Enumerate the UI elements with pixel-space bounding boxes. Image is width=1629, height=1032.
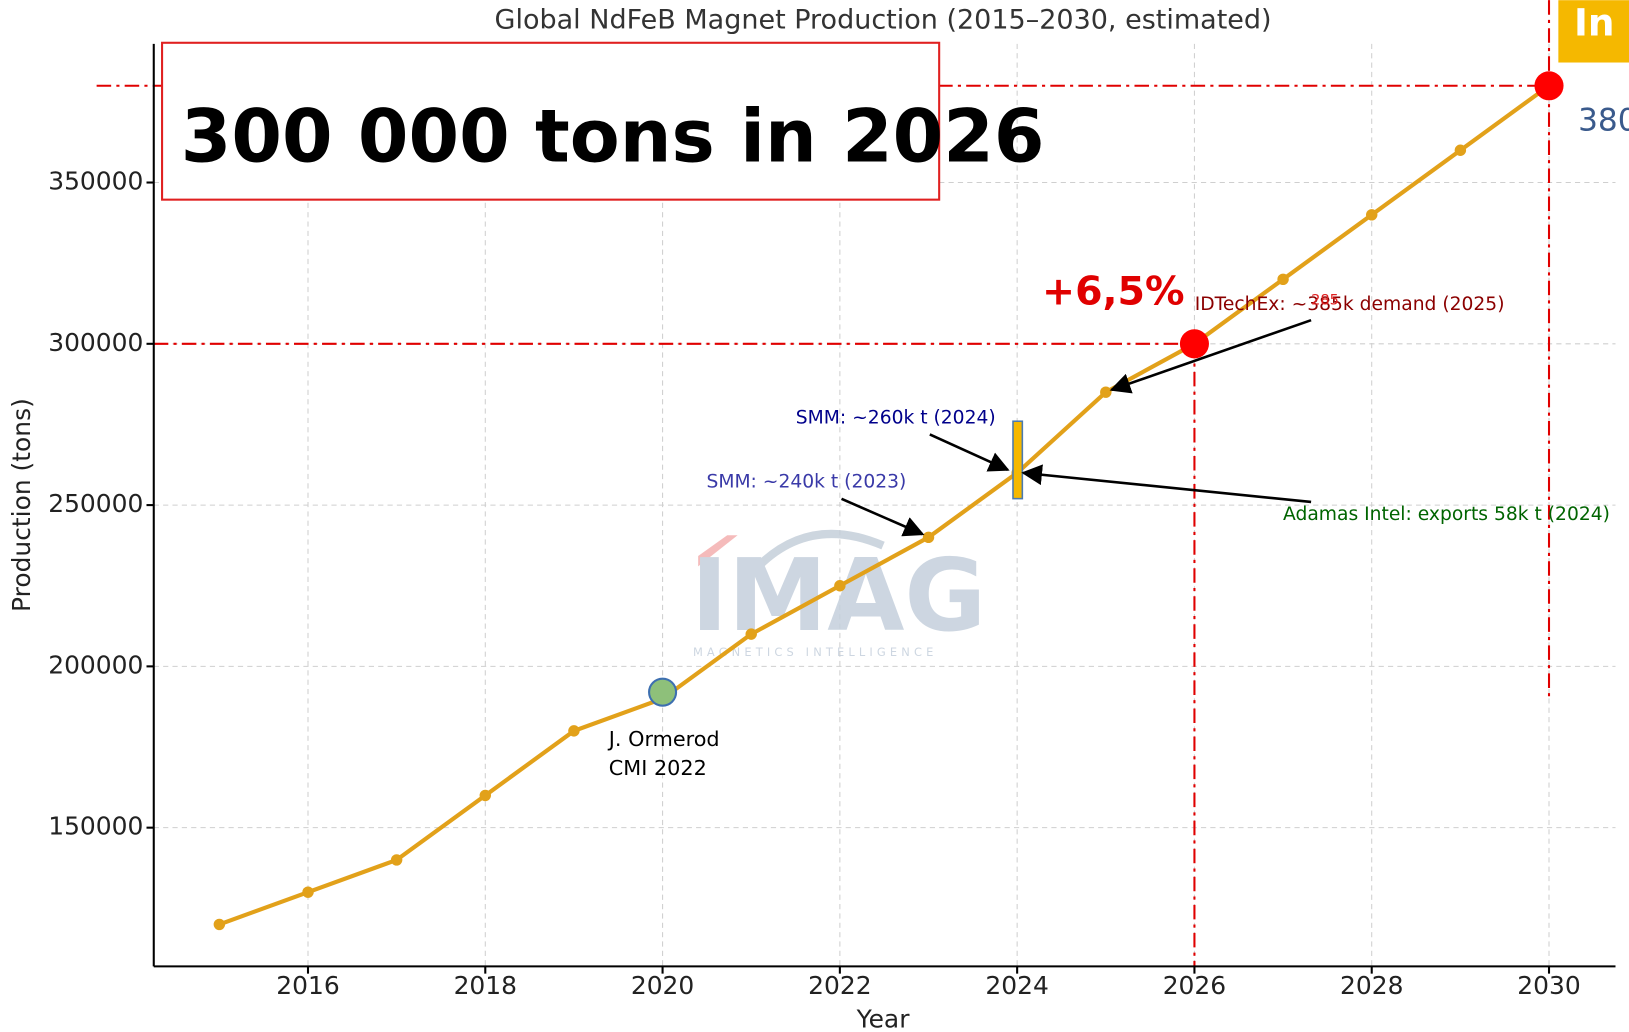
- y-tick-label: 150000: [48, 812, 143, 841]
- data-point: [1277, 273, 1289, 286]
- y-tick-label: 300000: [48, 328, 143, 357]
- x-tick-label: 2026: [1163, 971, 1226, 1000]
- data-point: [745, 628, 757, 640]
- data-line: [218, 84, 1551, 927]
- arrow: [1109, 318, 1312, 394]
- chart-title: Global NdFeB Magnet Production (2015–203…: [495, 4, 1272, 35]
- arrow: [1021, 464, 1312, 504]
- corner-label: In: [1574, 1, 1615, 45]
- x-tick-label: 2030: [1517, 971, 1580, 1000]
- data-point: [834, 580, 846, 592]
- annotation: Adamas Intel: exports 58k t (2024): [1283, 504, 1610, 525]
- annotation: SMM: ~240k t (2023): [706, 472, 906, 493]
- y-tick-label: 250000: [48, 489, 143, 518]
- y-tick-label: 350000: [48, 167, 143, 196]
- data-point: [479, 789, 491, 802]
- y-tick-label: 200000: [48, 650, 143, 679]
- data-point: [1454, 144, 1467, 156]
- data-point: [390, 854, 403, 866]
- data-point: [922, 531, 935, 544]
- range-marker: [1012, 420, 1024, 500]
- y-axis-label: Production (tons): [7, 398, 36, 612]
- annotation: J. Ormerod: [607, 727, 720, 751]
- corner-box: [1558, 0, 1629, 63]
- annotation: CMI 2022: [609, 756, 707, 780]
- arrow: [840, 497, 925, 537]
- highlight-point: [1179, 329, 1209, 359]
- growth-label: +6,5%: [1042, 269, 1185, 315]
- x-tick-label: 2020: [631, 971, 694, 1000]
- data-point: [302, 886, 314, 898]
- headline-box: [161, 41, 941, 201]
- end-label: 380: [1578, 103, 1629, 139]
- watermark-subtext: MAGNETICS INTELLIGENCE: [693, 645, 937, 659]
- data-point: [568, 725, 580, 737]
- x-tick-label: 2024: [985, 971, 1048, 1000]
- data-point: [1366, 209, 1378, 221]
- x-tick-label: 2022: [808, 971, 871, 1000]
- x-tick-label: 2028: [1340, 971, 1403, 1000]
- annotation: SMM: ~260k t (2024): [796, 407, 996, 428]
- annotation: IDTechEx: ~385k demand (2025): [1195, 294, 1505, 315]
- arrow: [929, 433, 1010, 472]
- watermark-slash: [698, 535, 738, 567]
- highlight-point: [1534, 71, 1564, 101]
- x-tick-label: 2016: [276, 971, 339, 1000]
- source-marker: [648, 677, 678, 707]
- watermark-text: IMAG: [691, 537, 986, 654]
- annotation: 285: [1311, 292, 1339, 308]
- headline: 300 000 tons in 2026: [181, 94, 1045, 179]
- data-point: [1100, 386, 1112, 398]
- watermark: IMAG MAGNETICS INTELLIGENCE: [691, 529, 986, 659]
- data-point: [213, 918, 226, 931]
- watermark-arc: [755, 529, 885, 570]
- x-axis-label: Year: [856, 1004, 911, 1032]
- x-tick-label: 2018: [454, 971, 517, 1000]
